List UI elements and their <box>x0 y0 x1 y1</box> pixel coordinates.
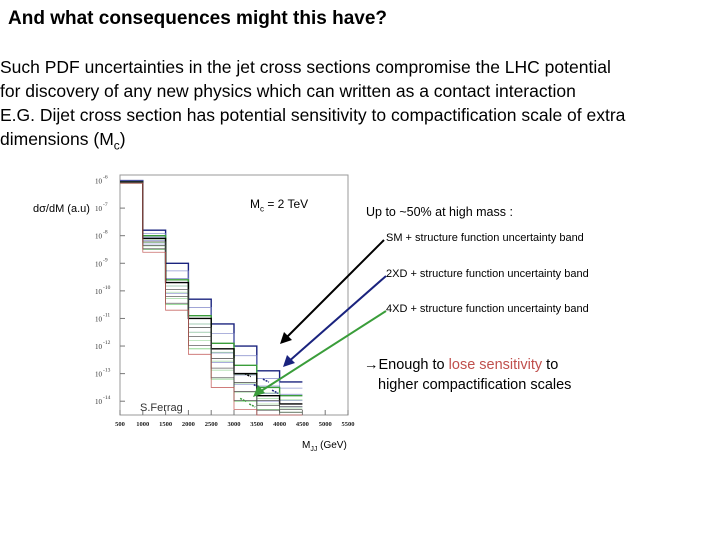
dash-markers <box>239 372 279 408</box>
dash-marker <box>253 383 261 389</box>
conclusion-arrow: → <box>364 357 379 373</box>
dash-marker <box>244 372 252 378</box>
body-line-4-text: dimensions (M <box>0 129 114 149</box>
xd2-arrow-line <box>286 275 387 364</box>
y-tick-exponent: -10 <box>103 285 111 291</box>
x-tick-label: 5500 <box>342 421 355 428</box>
xd4-band-label: 4XD + structure function uncertainty ban… <box>386 303 589 315</box>
y-tick-label: 10 <box>95 288 103 296</box>
slide-title: And what consequences might this have? <box>8 8 388 29</box>
y-tick-exponent: -12 <box>103 340 111 346</box>
y-tick-label: 10 <box>95 178 103 186</box>
dash-marker <box>248 403 256 408</box>
conclusion-part-a: Enough to <box>378 357 449 373</box>
x-tick-label: 1500 <box>159 421 172 428</box>
y-tick-exponent: -6 <box>103 175 108 181</box>
xd4-arrow-line <box>257 310 387 394</box>
dash-marker <box>271 389 279 394</box>
y-tick-label: 10 <box>95 371 103 379</box>
x-tick-label: 1000 <box>136 421 149 428</box>
y-tick-label: 10 <box>95 398 103 406</box>
y-tick-label: 10 <box>95 315 103 323</box>
xd2-band-label: 2XD + structure function uncertainty ban… <box>386 268 589 280</box>
y-axis-label: dσ/dM (a.u) <box>33 203 90 215</box>
y-tick-exponent: -7 <box>103 202 108 208</box>
xd2-arrow-head <box>283 355 295 367</box>
y-tick-exponent: -13 <box>103 368 111 374</box>
x-tick-label: 5000 <box>319 421 332 428</box>
x-tick-label: 3000 <box>228 421 241 428</box>
body-line-4: dimensions (Mc) <box>0 127 720 158</box>
y-tick-label: 10 <box>95 260 103 268</box>
y-tick-exponent: -11 <box>103 312 110 318</box>
body-line-1: Such PDF uncertainties in the jet cross … <box>0 57 611 77</box>
dash-marker <box>262 378 270 383</box>
x-tick-label: 4500 <box>296 421 309 428</box>
conclusion-lose-sensitivity: lose sensitivity <box>448 357 543 373</box>
inset-label-main: M <box>250 197 260 211</box>
x-tick-label: 2500 <box>205 421 218 428</box>
slide-body: Such PDF uncertainties in the jet cross … <box>0 55 720 158</box>
x-tick-label: 4000 <box>273 421 286 428</box>
x-axis-label: MJJ (GeV) <box>302 440 347 453</box>
dash-marker <box>239 397 247 403</box>
body-line-4-sub: c <box>113 138 120 153</box>
y-tick-label: 10 <box>95 343 103 351</box>
x-ticks: 500 1000 1500 2000 2500 3000 3500 4000 4500 5000 5… <box>115 410 355 428</box>
conclusion-part-c: to <box>542 357 559 373</box>
x-tick-label: 3500 <box>250 421 263 428</box>
sm-arrow-head <box>280 332 292 344</box>
series-sm <box>120 181 303 416</box>
x-tick-label: 2000 <box>182 421 195 428</box>
x-axis-label-unit: (GeV) <box>317 440 347 451</box>
y-tick-label: 10 <box>95 205 103 213</box>
band-line-sm <box>120 182 303 416</box>
y-tick-exponent: -9 <box>103 257 108 263</box>
y-tick-exponent: -8 <box>103 230 108 236</box>
body-line-2: for discovery of any new physics which c… <box>0 81 576 101</box>
x-axis-label-sub: JJ <box>310 446 318 453</box>
conclusion-text: →Enough to lose sensitivity to higher co… <box>364 355 571 395</box>
sm-band-label: SM + structure function uncertainty band <box>386 232 584 244</box>
inset-label-sub: c <box>260 204 264 214</box>
body-line-4-end: ) <box>119 129 126 149</box>
xd4-arrow-head <box>253 385 265 397</box>
y-tick-label: 10 <box>95 233 103 241</box>
credit-label: S.Ferrag <box>140 402 183 414</box>
mass-note: Up to ~50% at high mass : <box>366 205 513 219</box>
body-line-3: E.G. Dijet cross section has potential s… <box>0 105 626 125</box>
inset-label: Mc = 2 TeV <box>250 197 308 213</box>
conclusion-line-2: higher compactification scales <box>378 377 572 393</box>
sm-arrow-line <box>283 239 385 341</box>
x-tick-label: 500 <box>115 421 125 428</box>
x-axis-label-main: M <box>302 440 311 451</box>
inset-label-rest: = 2 TeV <box>264 197 309 211</box>
y-tick-exponent: -14 <box>103 395 111 401</box>
